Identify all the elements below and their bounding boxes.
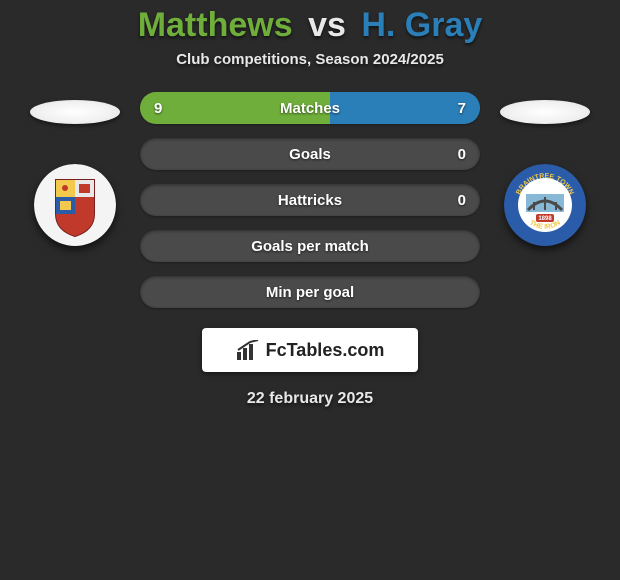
stat-bar: Matches9 7 [140,92,480,124]
date-line: 22 february 2025 [247,390,373,408]
left-column [20,92,130,246]
player1-silhouette [30,100,120,124]
bars-icon [236,340,260,360]
bar-value-player2: 0 [458,184,466,216]
title-player2: H. Gray [361,6,482,44]
title-vs: vs [308,6,346,44]
comparison-container: Matthews vs H. Gray Club competitions, S… [0,0,620,408]
stat-bar: Goals0 [140,138,480,170]
player1-club-crest [34,164,116,246]
main-row: Matches97Goals0Hattricks0Goals per match… [0,92,620,308]
stat-bar: Hattricks0 [140,184,480,216]
bar-label: Matches [140,92,480,124]
right-column: 1898 BRAINTREE TOWN THE IRON [490,92,600,246]
bar-value-player1: 9 [154,92,162,124]
bar-value-player2: 7 [458,92,466,124]
bar-label: Min per goal [140,276,480,308]
subtitle: Club competitions, Season 2024/2025 [176,51,444,68]
bar-value-player2: 0 [458,138,466,170]
stat-bar: Min per goal [140,276,480,308]
bar-label: Goals per match [140,230,480,262]
svg-text:1898: 1898 [538,216,552,222]
brand-box[interactable]: FcTables.com [202,328,418,372]
player2-club-crest: 1898 BRAINTREE TOWN THE IRON [504,164,586,246]
bars-column: Matches97Goals0Hattricks0Goals per match… [130,92,490,308]
player2-silhouette [500,100,590,124]
crest-right-svg: 1898 BRAINTREE TOWN THE IRON [504,164,586,246]
stat-bar: Goals per match [140,230,480,262]
bar-label: Hattricks [140,184,480,216]
brand-text: FcTables.com [266,340,385,361]
bar-label: Goals [140,138,480,170]
crest-left-svg [34,164,116,246]
title-player1: Matthews [138,6,293,44]
page-title: Matthews vs H. Gray [138,6,483,45]
